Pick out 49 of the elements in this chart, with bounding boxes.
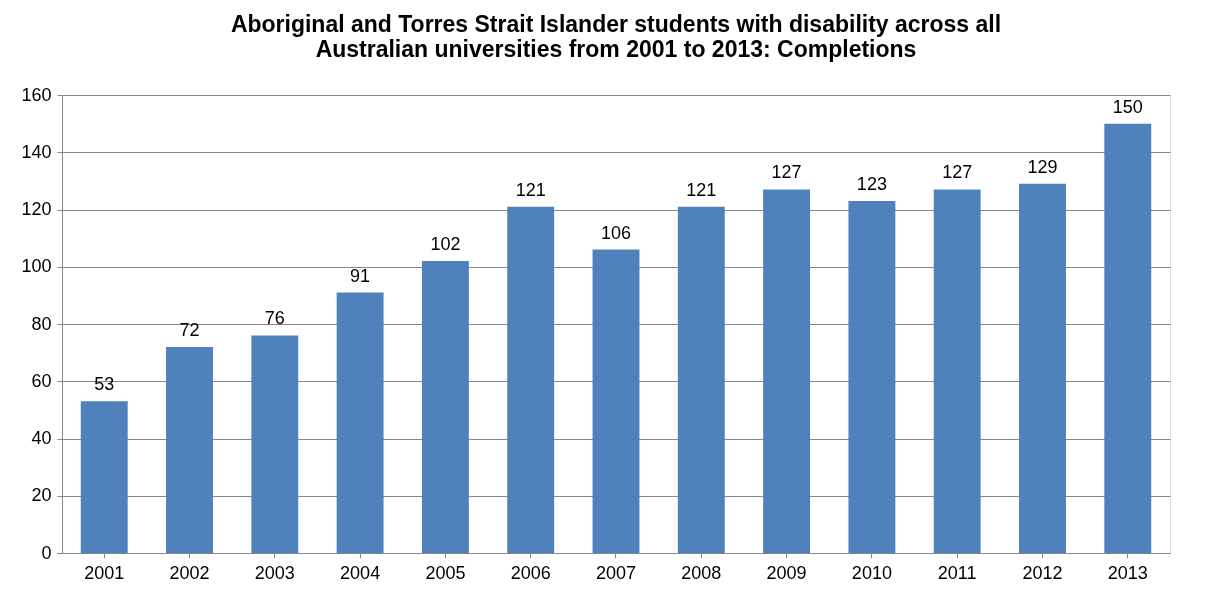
x-tick-label: 2008 [681, 562, 722, 583]
bar [507, 206, 555, 553]
bar [592, 249, 640, 553]
data-label: 123 [856, 173, 887, 194]
data-label: 72 [179, 319, 200, 340]
y-tick-label: 0 [41, 542, 52, 563]
x-tick-label: 2004 [340, 562, 381, 583]
data-label: 76 [264, 308, 285, 329]
chart-title: Aboriginal and Torres Strait Islander students with disability across all Australian universities from 2001 to 2013: Completions [230, 11, 1002, 62]
y-tick-label: 140 [21, 141, 52, 162]
bar [80, 401, 128, 553]
x-tick-label: 2003 [254, 562, 295, 583]
bar [763, 189, 811, 553]
y-tick-label: 100 [21, 256, 52, 277]
x-tick-label: 2002 [169, 562, 210, 583]
data-label: 129 [1027, 156, 1058, 177]
y-tick-label: 80 [31, 313, 52, 334]
x-tick-label: 2005 [425, 562, 466, 583]
data-label: 53 [94, 374, 115, 395]
y-tick-label: 160 [21, 84, 52, 105]
bar [336, 292, 384, 553]
data-label: 102 [430, 234, 461, 255]
bar [421, 261, 469, 553]
data-label: 91 [350, 265, 371, 286]
y-tick-label: 120 [21, 199, 52, 219]
y-tick-label: 40 [31, 428, 52, 448]
data-label: 150 [1112, 96, 1143, 117]
x-tick-label: 2011 [937, 562, 977, 583]
x-tick-label: 2013 [1107, 562, 1148, 583]
bar [166, 346, 213, 553]
bar [1104, 123, 1152, 553]
bar [251, 335, 299, 553]
x-tick-label: 2001 [84, 562, 125, 583]
x-tick-label: 2006 [510, 562, 551, 583]
data-label: 121 [686, 179, 717, 200]
bar [1019, 183, 1066, 553]
data-label: 121 [515, 179, 546, 200]
bar [848, 200, 896, 553]
bar [677, 206, 725, 553]
data-label: 106 [600, 222, 632, 243]
y-tick-label: 60 [31, 370, 52, 391]
x-tick-label: 2009 [766, 562, 807, 583]
data-label: 127 [771, 162, 802, 183]
x-tick-label: 2007 [595, 562, 637, 583]
x-tick-label: 2012 [1022, 562, 1063, 583]
x-tick-label: 2010 [851, 562, 892, 583]
bar [933, 189, 981, 553]
data-label: 127 [942, 162, 973, 183]
y-tick-label: 20 [31, 485, 52, 506]
